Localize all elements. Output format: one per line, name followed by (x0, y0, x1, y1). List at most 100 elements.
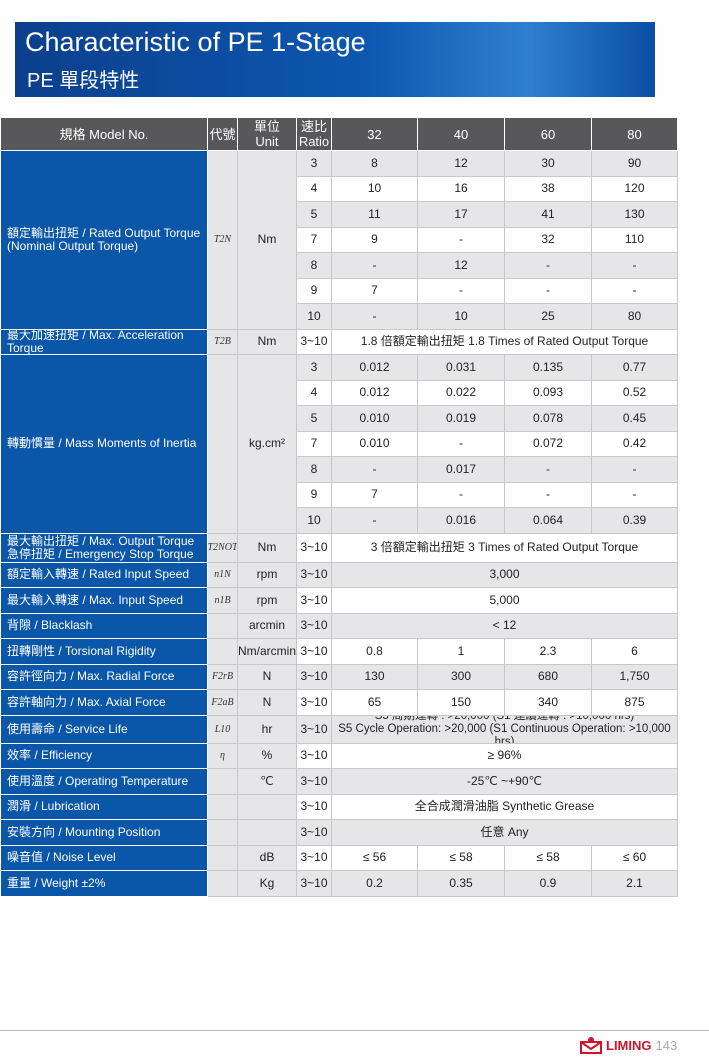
ratio-cell: 4 (297, 176, 332, 202)
value-cell-32: 130 (332, 664, 418, 690)
value-cell-32: ≤ 56 (332, 845, 418, 871)
value-cell-40: 0.019 (418, 406, 505, 432)
symbol-code: L10 (208, 715, 238, 744)
merged-value-cell: -25℃ ~+90℃ (332, 769, 678, 795)
ratio-cell: 3~10 (297, 871, 332, 897)
value-cell-80: 110 (592, 227, 678, 253)
value-cell-32: 7 (332, 482, 418, 508)
value-cell-60: 0.093 (505, 380, 592, 406)
ratio-cell: 3~10 (297, 533, 332, 563)
value-cell-60: - (505, 482, 592, 508)
unit-cell: rpm (238, 588, 297, 614)
symbol-code (208, 820, 238, 846)
ratio-cell: 3~10 (297, 845, 332, 871)
value-cell-60: 680 (505, 664, 592, 690)
page-subtitle: PE 單段特性 (27, 70, 140, 92)
value-cell-80: - (592, 457, 678, 483)
brand-name: LIMING (606, 1037, 652, 1053)
unit-cell: Kg (238, 871, 297, 897)
value-cell-40: 150 (418, 690, 505, 716)
merged-value-cell: < 12 (332, 613, 678, 639)
value-cell-60: 0.078 (505, 406, 592, 432)
ratio-cell: 10 (297, 508, 332, 534)
unit-cell: ℃ (238, 769, 297, 795)
value-cell-40: - (418, 431, 505, 457)
value-cell-40: 1 (418, 639, 505, 665)
row-label: 最大輸入轉速 / Max. Input Speed (1, 588, 208, 614)
unit-cell: Nm/arcmin (238, 639, 297, 665)
value-cell-32: - (332, 253, 418, 279)
unit-cell: Nm (238, 533, 297, 563)
value-cell-40: - (418, 482, 505, 508)
symbol-code (208, 355, 238, 534)
value-cell-40: - (418, 227, 505, 253)
symbol-code: n1N (208, 562, 238, 588)
merged-value-cell: S5 周期運轉 : >20,000 (S1 連續運轉 : >10,000 hrs… (332, 715, 678, 744)
row-label: 扭轉剛性 / Torsional Rigidity (1, 639, 208, 665)
ratio-cell: 5 (297, 202, 332, 228)
header-model-32: 32 (332, 118, 418, 151)
row-label: 使用溫度 / Operating Temperature (1, 769, 208, 795)
value-cell-40: 0.031 (418, 355, 505, 381)
value-cell-60: 41 (505, 202, 592, 228)
value-cell-60: - (505, 253, 592, 279)
ratio-cell: 3~10 (297, 715, 332, 744)
unit-cell: % (238, 743, 297, 769)
value-cell-80: 1,750 (592, 664, 678, 690)
value-cell-32: 0.010 (332, 431, 418, 457)
value-cell-60: 0.135 (505, 355, 592, 381)
ratio-cell: 3~10 (297, 664, 332, 690)
merged-value-cell: 5,000 (332, 588, 678, 614)
value-cell-80: 0.45 (592, 406, 678, 432)
unit-cell (238, 794, 297, 820)
value-cell-80: ≤ 60 (592, 845, 678, 871)
unit-cell: hr (238, 715, 297, 744)
value-cell-32: 0.012 (332, 355, 418, 381)
value-cell-60: 340 (505, 690, 592, 716)
row-label: 安裝方向 / Mounting Position (1, 820, 208, 846)
value-cell-60: 0.064 (505, 508, 592, 534)
footer-divider (0, 1030, 709, 1031)
symbol-code (208, 794, 238, 820)
ratio-cell: 3 (297, 355, 332, 381)
value-cell-32: 7 (332, 278, 418, 304)
unit-cell: Nm (238, 151, 297, 330)
symbol-code (208, 769, 238, 795)
value-cell-80: 0.39 (592, 508, 678, 534)
symbol-code (208, 613, 238, 639)
unit-cell: rpm (238, 562, 297, 588)
row-label: 最大加速扭矩 / Max. Acceleration Torque (1, 329, 208, 355)
ratio-cell: 10 (297, 304, 332, 330)
value-cell-60: ≤ 58 (505, 845, 592, 871)
unit-cell: arcmin (238, 613, 297, 639)
value-cell-80: 0.77 (592, 355, 678, 381)
brand-logo: LIMING 143 (580, 1036, 677, 1054)
value-cell-80: 6 (592, 639, 678, 665)
ratio-cell: 8 (297, 253, 332, 279)
row-label: 額定輸出扭矩 / Rated Output Torque (Nominal Ou… (1, 151, 208, 330)
value-cell-60: 30 (505, 151, 592, 177)
value-cell-32: 65 (332, 690, 418, 716)
value-cell-40: - (418, 278, 505, 304)
title-banner: Characteristic of PE 1-Stage PE 單段特性 (15, 22, 655, 97)
row-label: 潤滑 / Lubrication (1, 794, 208, 820)
ratio-cell: 3~10 (297, 613, 332, 639)
value-cell-80: 875 (592, 690, 678, 716)
symbol-code: n1B (208, 588, 238, 614)
row-label: 效率 / Efficiency (1, 743, 208, 769)
value-cell-60: 32 (505, 227, 592, 253)
page-number: 143 (655, 1037, 678, 1053)
header-model: 規格 Model No. (1, 118, 208, 151)
symbol-code (208, 639, 238, 665)
ratio-cell: 3~10 (297, 794, 332, 820)
value-cell-40: 0.35 (418, 871, 505, 897)
value-cell-80: - (592, 482, 678, 508)
merged-value-cell: 3 倍額定輸出扭矩 3 Times of Rated Output Torque (332, 533, 678, 563)
ratio-cell: 3 (297, 151, 332, 177)
value-cell-60: - (505, 457, 592, 483)
symbol-code: T2B (208, 329, 238, 355)
value-cell-80: 80 (592, 304, 678, 330)
row-label: 額定輸入轉速 / Rated Input Speed (1, 562, 208, 588)
value-cell-32: 0.010 (332, 406, 418, 432)
